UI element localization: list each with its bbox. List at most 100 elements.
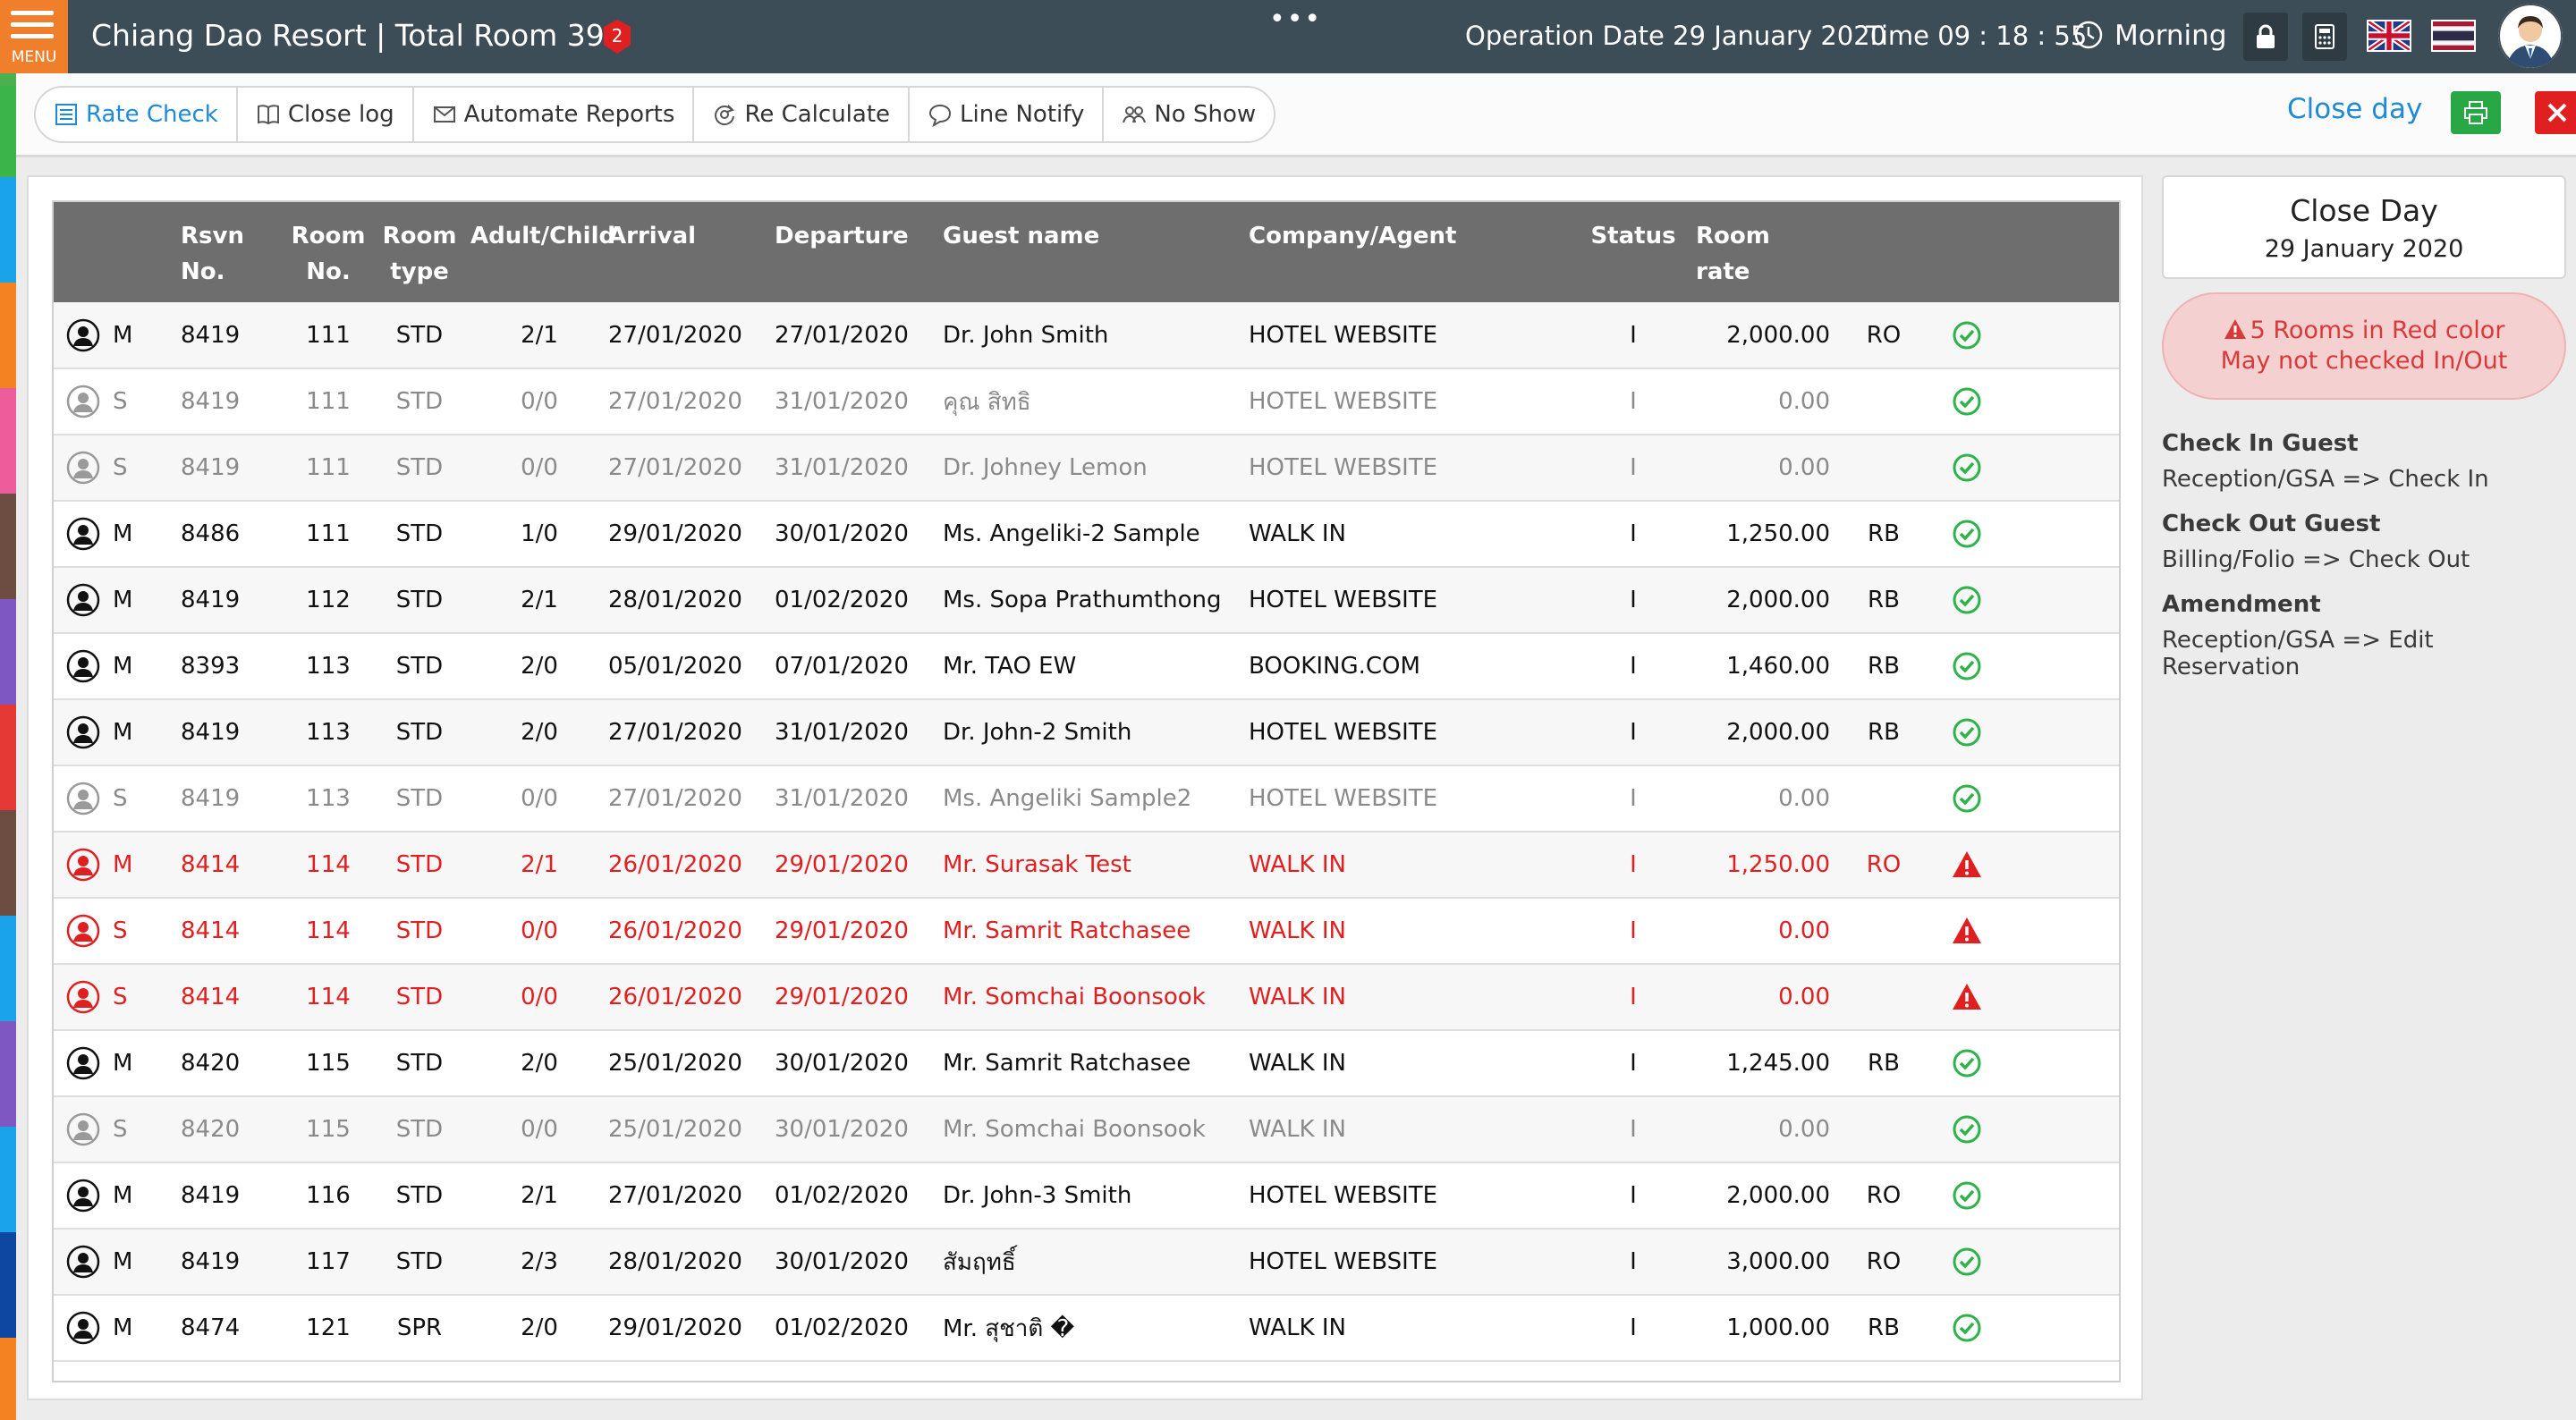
table-row[interactable]: S 8419 111 STD 0/0 27/01/2020 31/01/2020 Dr. Jo… (54, 435, 2119, 501)
cell-company: WALK IN (1249, 851, 1346, 878)
table-row[interactable]: M 8420 115 STD 2/0 25/01/2020 30/01/2020 Mr. Sa… (54, 1030, 2119, 1096)
guest-profile-icon[interactable] (66, 451, 100, 485)
guest-profile-icon[interactable] (66, 782, 100, 816)
re-calculate-button[interactable]: Re Calculate (694, 88, 911, 141)
table-row[interactable]: S 8419 113 STD 0/0 27/01/2020 31/01/2020 Ms. An… (54, 765, 2119, 832)
cell-departure: 31/01/2020 (775, 388, 909, 415)
cell-guest: Mr. Somchai Boonsook (943, 1116, 1206, 1143)
cell-arrival: 27/01/2020 (608, 321, 742, 349)
cell-rate: 2,000.00 (1726, 587, 1830, 613)
guest-profile-icon[interactable] (66, 1179, 100, 1213)
table-row[interactable]: M 8419 111 STD 2/1 27/01/2020 27/01/2020 Dr. Jo… (54, 302, 2119, 368)
line-notify-button[interactable]: Line Notify (910, 88, 1105, 141)
module-color-strip (0, 73, 16, 1420)
guest-profile-icon[interactable] (66, 1245, 100, 1279)
cell-kind: M (113, 321, 133, 349)
cell-pax: 1/0 (521, 520, 558, 547)
cell-type: STD (395, 587, 444, 613)
guest-profile-icon[interactable] (66, 980, 100, 1014)
close-button[interactable] (2535, 91, 2576, 134)
guest-profile-icon[interactable] (66, 715, 100, 749)
calculator-button[interactable] (2302, 13, 2347, 61)
cell-pax: 2/1 (521, 1182, 558, 1209)
table-row[interactable]: M 8419 116 STD 2/1 27/01/2020 01/02/2020 Dr. Jo… (54, 1162, 2119, 1229)
cell-departure: 07/01/2020 (775, 653, 909, 680)
cell-kind: M (113, 1248, 133, 1275)
cell-room: 113 (306, 653, 351, 680)
guest-profile-icon[interactable] (66, 649, 100, 683)
table-row[interactable]: S 8414 114 STD 0/0 26/01/2020 29/01/2020 Mr. So… (54, 964, 2119, 1030)
cell-company: HOTEL WEBSITE (1249, 1182, 1438, 1209)
guest-profile-icon[interactable] (66, 583, 100, 617)
cell-plan: RB (1868, 653, 1900, 680)
table-row[interactable]: M 8419 112 STD 2/1 28/01/2020 01/02/2020 Ms. So… (54, 567, 2119, 633)
guest-profile-icon[interactable] (66, 1046, 100, 1080)
cell-rsvn: 8486 (181, 520, 241, 547)
close-day-card[interactable]: Close Day 29 January 2020 (2162, 175, 2566, 279)
guest-profile-icon[interactable] (66, 385, 100, 418)
warning-icon (2224, 319, 2246, 339)
col-arrival[interactable]: Arrival (608, 223, 697, 249)
rate-check-button[interactable]: Rate Check (36, 88, 238, 141)
cell-pax: 0/0 (521, 388, 558, 415)
cell-rsvn: 8419 (181, 321, 241, 349)
notification-badge[interactable]: 2 (600, 18, 634, 55)
table-row[interactable]: M 8486 111 STD 1/0 29/01/2020 30/01/2020 Ms. An… (54, 501, 2119, 567)
col-adult-child[interactable]: Adult/Child (470, 223, 616, 249)
reservation-table-container[interactable]: Rsvn No. Room No. Room type Adult/Child Arr… (52, 200, 2121, 1382)
uk-flag-icon[interactable] (2367, 20, 2411, 52)
cell-room: 111 (306, 321, 351, 349)
col-room-no[interactable]: Room No. (291, 223, 366, 285)
reservation-table: Rsvn No. Room No. Room type Adult/Child Arr… (54, 202, 2119, 1362)
guest-profile-icon[interactable] (66, 517, 100, 551)
guest-profile-icon[interactable] (66, 1311, 100, 1345)
close-log-button[interactable]: Close log (238, 88, 414, 141)
guest-profile-icon[interactable] (66, 1112, 100, 1146)
cell-arrival: 26/01/2020 (608, 917, 742, 944)
cell-kind: M (113, 1182, 133, 1209)
print-button[interactable] (2451, 91, 2501, 134)
cell-guest: Dr. John-3 Smith (943, 1182, 1132, 1209)
table-row[interactable]: S 8420 115 STD 0/0 25/01/2020 30/01/2020 Mr. So… (54, 1096, 2119, 1162)
col-company-agent[interactable]: Company/Agent (1249, 223, 1457, 249)
close-day-link[interactable]: Close day (2287, 93, 2423, 125)
cell-status: I (1630, 454, 1637, 481)
guest-profile-icon[interactable] (66, 318, 100, 352)
col-room-type[interactable]: Room type (382, 223, 457, 285)
cell-pax: 0/0 (521, 984, 558, 1010)
guest-profile-icon[interactable] (66, 914, 100, 948)
cell-type: STD (395, 1182, 444, 1209)
cell-type: STD (395, 1050, 444, 1077)
col-status[interactable]: Status (1590, 223, 1676, 249)
automate-reports-button[interactable]: Automate Reports (414, 88, 695, 141)
lock-button[interactable] (2243, 13, 2288, 61)
col-departure[interactable]: Departure (775, 223, 909, 249)
guest-profile-icon[interactable] (66, 848, 100, 882)
table-row[interactable]: S 8419 111 STD 0/0 27/01/2020 31/01/2020 คุณ สิ… (54, 368, 2119, 435)
table-row[interactable]: M 8414 114 STD 2/1 26/01/2020 29/01/2020 Mr. Su… (54, 832, 2119, 898)
no-show-button[interactable]: No Show (1104, 88, 1274, 141)
col-rsvn-no[interactable]: Rsvn No. (181, 223, 244, 285)
cell-type: STD (395, 1248, 444, 1275)
cell-arrival: 25/01/2020 (608, 1116, 742, 1143)
cell-status: I (1630, 851, 1637, 878)
cell-rate: 3,000.00 (1726, 1248, 1830, 1275)
menu-button[interactable]: MENU (0, 0, 68, 73)
table-row[interactable]: M 8393 113 STD 2/0 05/01/2020 07/01/2020 Mr. TA… (54, 633, 2119, 699)
thai-flag-icon[interactable] (2431, 20, 2476, 52)
col-room-rate[interactable]: Room rate (1696, 223, 1770, 285)
table-row[interactable]: M 8474 121 SPR 2/0 29/01/2020 01/02/2020 Mr. สุ… (54, 1295, 2119, 1361)
more-options-icon[interactable]: ••• (1269, 4, 1323, 35)
table-row[interactable]: M 8419 117 STD 2/3 28/01/2020 30/01/2020 สัมฤทธ… (54, 1229, 2119, 1295)
user-avatar[interactable] (2498, 4, 2563, 68)
table-row[interactable]: S 8414 114 STD 0/0 26/01/2020 29/01/2020 Mr. Sa… (54, 898, 2119, 964)
cell-room: 114 (306, 984, 351, 1010)
cell-arrival: 26/01/2020 (608, 851, 742, 878)
table-row[interactable]: M 8419 113 STD 2/0 27/01/2020 31/01/2020 Dr. Jo… (54, 699, 2119, 765)
automate-reports-label: Automate Reports (463, 101, 675, 128)
cell-arrival: 27/01/2020 (608, 719, 742, 746)
cell-company: WALK IN (1249, 1314, 1346, 1341)
cell-departure: 31/01/2020 (775, 454, 909, 481)
cell-kind: S (113, 785, 128, 812)
col-guest-name[interactable]: Guest name (943, 223, 1100, 249)
